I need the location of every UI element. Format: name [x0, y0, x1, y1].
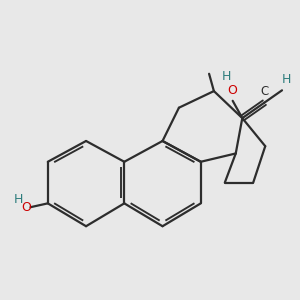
- Text: H: H: [222, 70, 232, 83]
- Text: H: H: [13, 193, 23, 206]
- Text: O: O: [228, 84, 238, 97]
- Text: H: H: [282, 74, 292, 86]
- Text: C: C: [260, 85, 269, 98]
- Text: O: O: [22, 201, 32, 214]
